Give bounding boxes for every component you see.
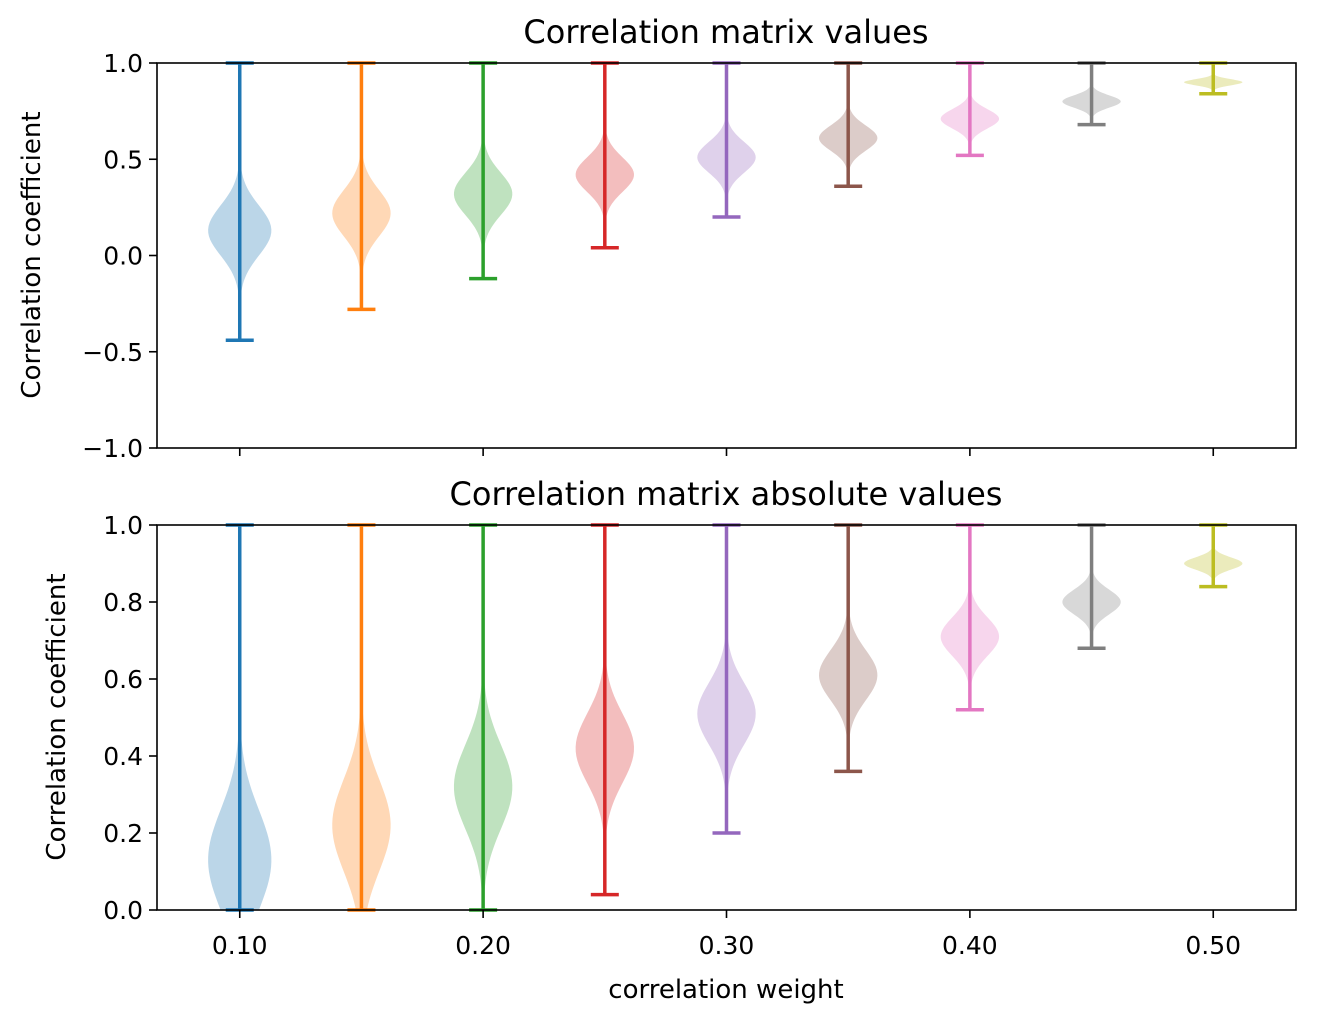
top-panel-frame	[156, 62, 1297, 449]
x-tick-label: 0.50	[1185, 931, 1241, 960]
x-tick-label: 0.30	[699, 931, 755, 960]
bottom-panel-y-axis-label: Correlation coefficient	[42, 573, 72, 860]
y-tick-label: 1.0	[103, 511, 143, 540]
bottom-panel-y-ticks: 0.0 0.2 0.4 0.6 0.8 1.0	[103, 511, 157, 925]
y-tick-label: 0.4	[103, 742, 143, 771]
bottom-panel-x-ticks: 0.10 0.20 0.30 0.40 0.50	[212, 910, 1241, 960]
y-tick-label: −0.5	[82, 338, 143, 367]
x-tick-label: 0.10	[212, 931, 268, 960]
top-panel-y-axis-label: Correlation coefficient	[17, 111, 47, 398]
y-tick-label: −1.0	[82, 434, 143, 463]
y-tick-label: 0.0	[103, 896, 143, 925]
bottom-panel-frame	[156, 524, 1297, 911]
y-tick-label: 0.0	[103, 242, 143, 271]
y-tick-label: 1.0	[103, 49, 143, 78]
y-tick-label: 0.5	[103, 145, 143, 174]
top-panel-y-ticks: −1.0 −0.5 0.0 0.5 1.0	[82, 49, 157, 463]
bottom-panel: Correlation matrix absolute values Corre…	[42, 475, 1297, 1005]
y-tick-label: 0.6	[103, 665, 143, 694]
x-tick-label: 0.20	[455, 931, 511, 960]
bottom-panel-x-axis-label: correlation weight	[608, 975, 843, 1005]
top-panel: Correlation matrix values Correlation co…	[17, 13, 1297, 463]
bottom-panel-title: Correlation matrix absolute values	[450, 475, 1003, 513]
top-panel-title: Correlation matrix values	[523, 13, 928, 51]
y-tick-label: 0.8	[103, 588, 143, 617]
bottom-panel-violins	[208, 523, 1243, 912]
x-tick-label: 0.40	[942, 931, 998, 960]
y-tick-label: 0.2	[103, 819, 143, 848]
top-panel-x-ticks	[238, 448, 1215, 456]
